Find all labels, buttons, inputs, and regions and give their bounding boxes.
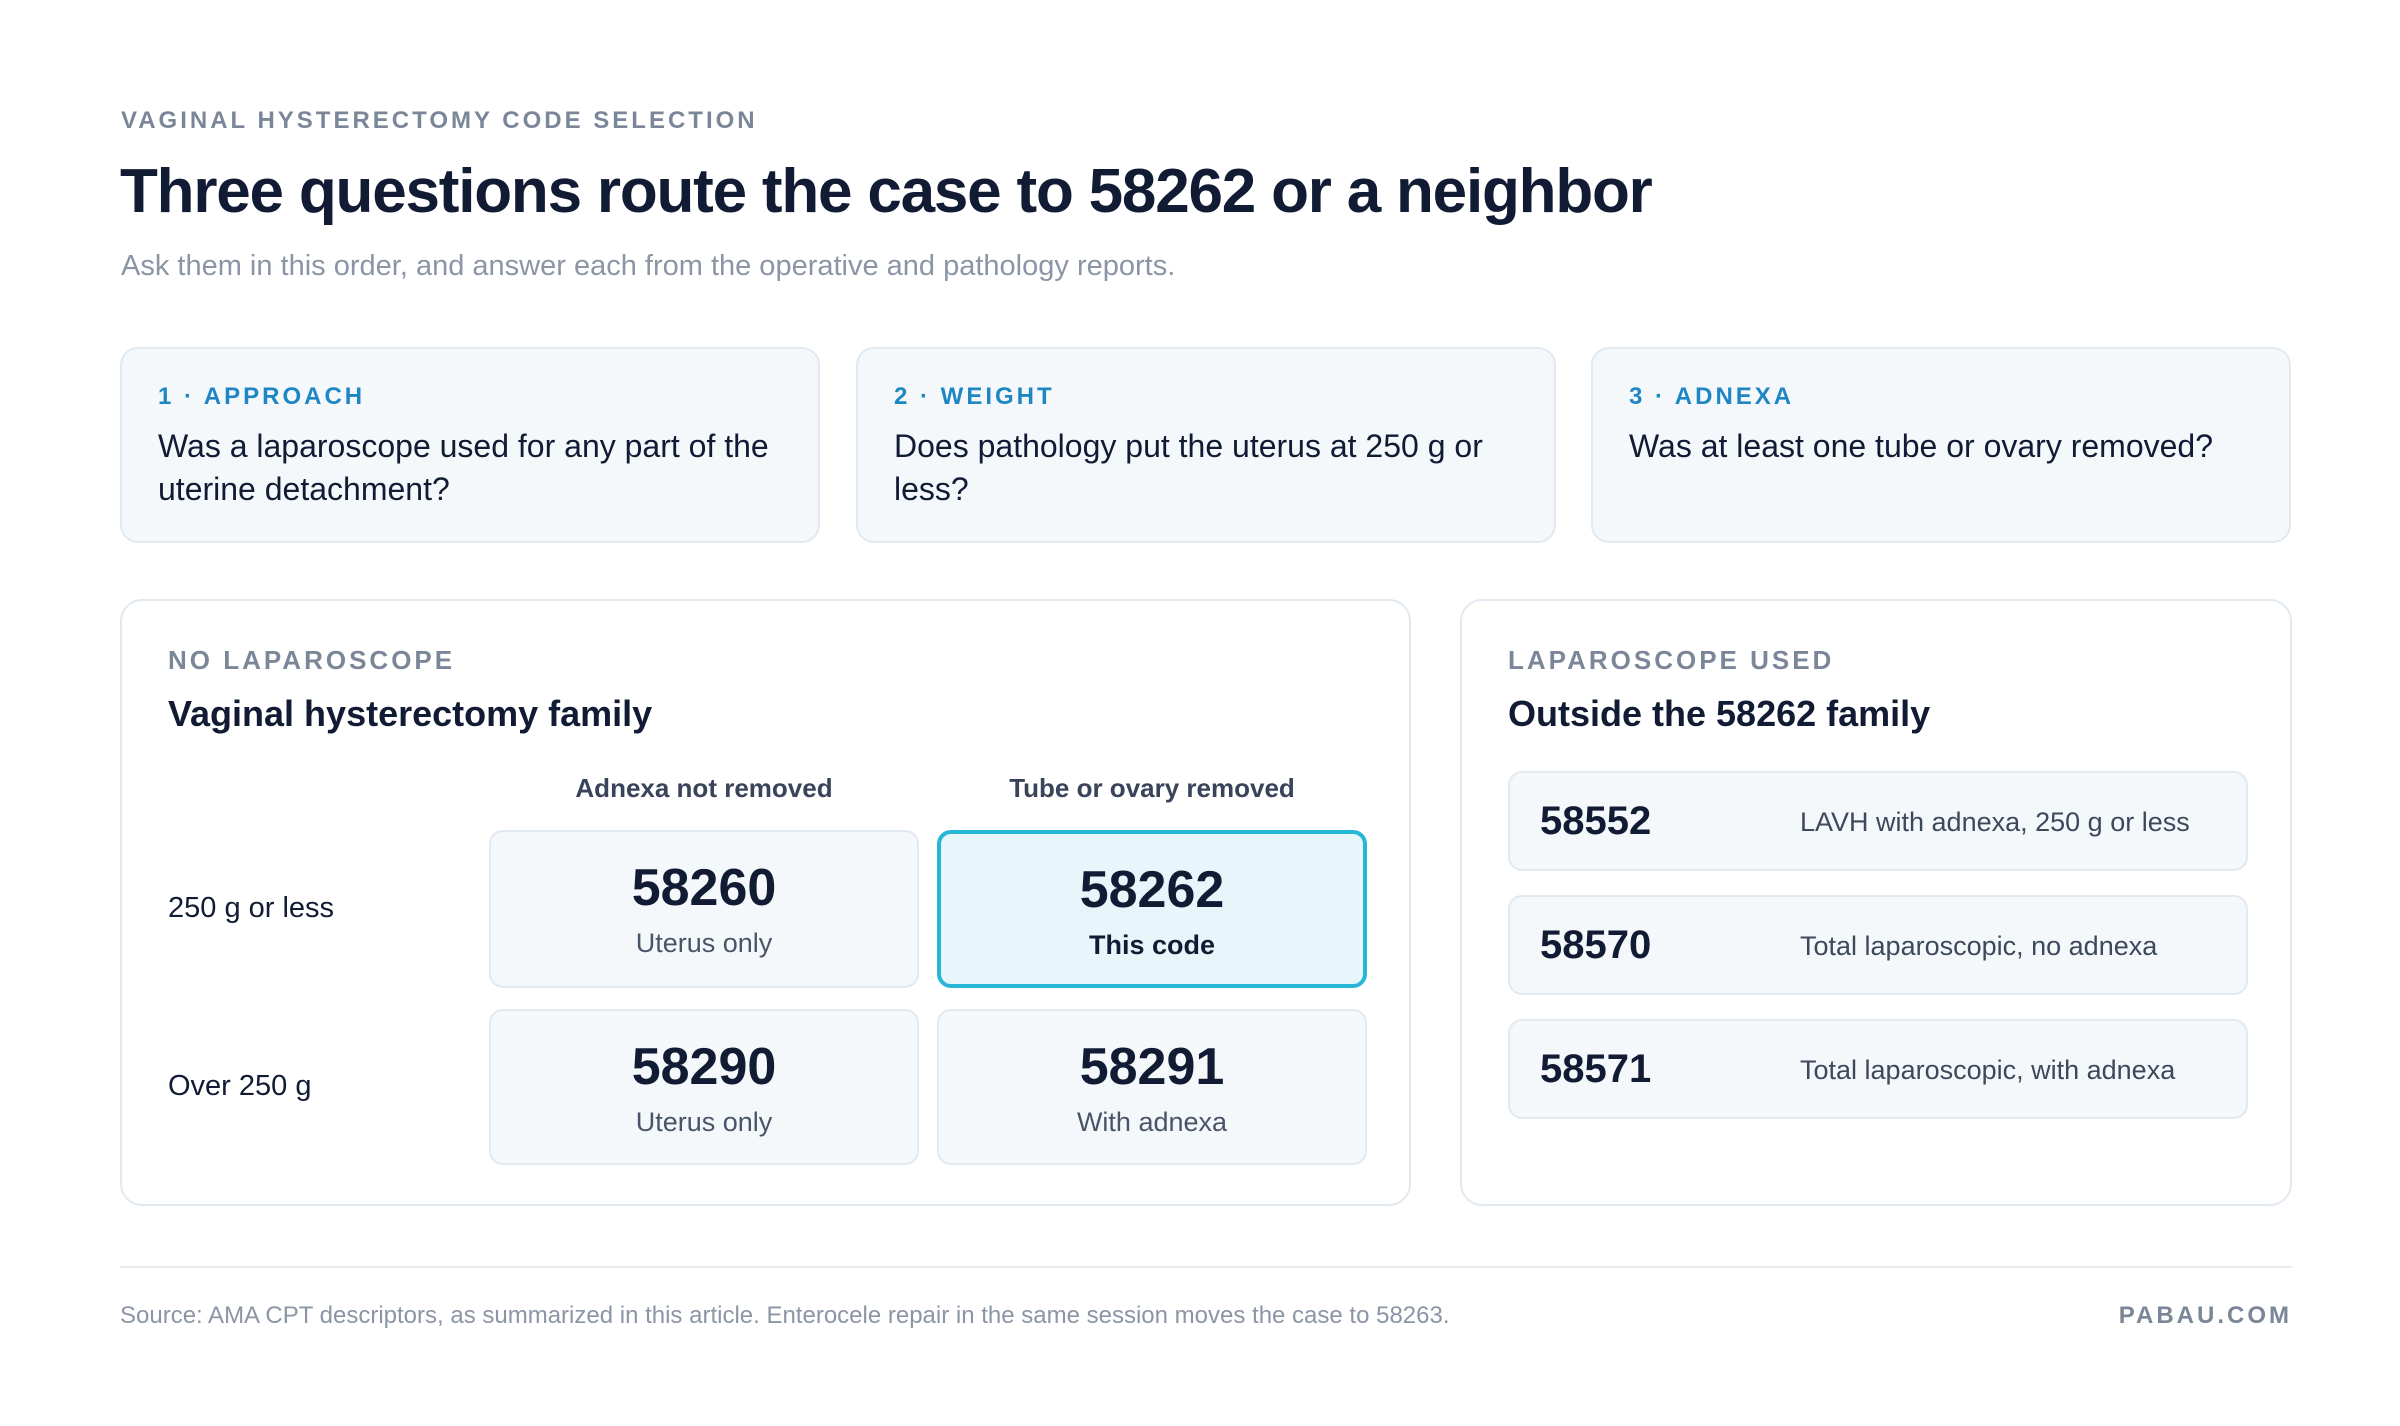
code-number: 58290 [631, 1038, 777, 1096]
question-text: Was at least one tube or ovary removed? [1629, 428, 2213, 464]
code-cell-58262-highlighted: 58262 This code [937, 830, 1367, 988]
panel-title: Outside the 58262 family [1508, 693, 1931, 734]
code-row-58570: 58570 Total laparoscopic, no adnexa [1508, 895, 2248, 995]
row-label-250g-or-less: 250 g or less [168, 892, 335, 924]
code-cell-58260: 58260 Uterus only [489, 830, 919, 988]
question-text: Was a laparoscope used for any part of t… [158, 428, 769, 507]
question-label: 3 · ADNEXA [1629, 383, 1795, 410]
code-number: 58262 [1079, 861, 1225, 919]
code-description: This code [1088, 930, 1216, 960]
footer-divider [120, 1266, 2292, 1268]
code-description: With adnexa [1076, 1107, 1228, 1137]
code-description: LAVH with adnexa, 250 g or less [1800, 807, 2190, 837]
panel-title: Vaginal hysterectomy family [168, 693, 653, 734]
brand-mark: PABAU.COM [2118, 1302, 2292, 1329]
question-label: 1 · APPROACH [158, 383, 366, 410]
code-description: Uterus only [635, 1107, 773, 1137]
code-cell-58291: 58291 With adnexa [937, 1009, 1367, 1165]
panel-tag: LAPAROSCOPE USED [1508, 645, 1835, 675]
code-description: Total laparoscopic, with adnexa [1800, 1055, 2176, 1085]
code-row-58552: 58552 LAVH with adnexa, 250 g or less [1508, 771, 2248, 871]
question-card-weight: 2 · WEIGHT Does pathology put the uterus… [856, 347, 1556, 543]
eyebrow: VAGINAL HYSTERECTOMY CODE SELECTION [121, 107, 758, 134]
code-number: 58571 [1540, 1047, 1652, 1091]
laparoscope-used-panel: LAPAROSCOPE USED Outside the 58262 famil… [1460, 599, 2292, 1206]
question-card-approach: 1 · APPROACH Was a laparoscope used for … [120, 347, 820, 543]
question-label: 2 · WEIGHT [894, 383, 1055, 410]
no-laparoscope-panel: NO LAPAROSCOPE Vaginal hysterectomy fami… [120, 599, 1411, 1206]
row-label-over-250g: Over 250 g [168, 1070, 312, 1102]
page-subtitle: Ask them in this order, and answer each … [121, 250, 1176, 282]
code-row-58571: 58571 Total laparoscopic, with adnexa [1508, 1019, 2248, 1119]
question-text: Does pathology put the uterus at 250 g o… [894, 428, 1483, 507]
code-number: 58260 [631, 859, 777, 917]
page-title: Three questions route the case to 58262 … [120, 157, 1653, 226]
code-number: 58570 [1540, 923, 1652, 967]
code-description: Uterus only [635, 928, 773, 958]
column-header-tube-or-ovary-removed: Tube or ovary removed [1009, 773, 1295, 803]
question-card-adnexa: 3 · ADNEXA Was at least one tube or ovar… [1591, 347, 2291, 543]
panel-tag: NO LAPAROSCOPE [168, 645, 456, 675]
code-number: 58552 [1540, 799, 1652, 843]
code-cell-58290: 58290 Uterus only [489, 1009, 919, 1165]
code-description: Total laparoscopic, no adnexa [1800, 931, 2158, 961]
column-header-adnexa-not-removed: Adnexa not removed [575, 773, 833, 803]
code-number: 58291 [1079, 1038, 1225, 1096]
source-note: Source: AMA CPT descriptors, as summariz… [120, 1302, 1450, 1329]
